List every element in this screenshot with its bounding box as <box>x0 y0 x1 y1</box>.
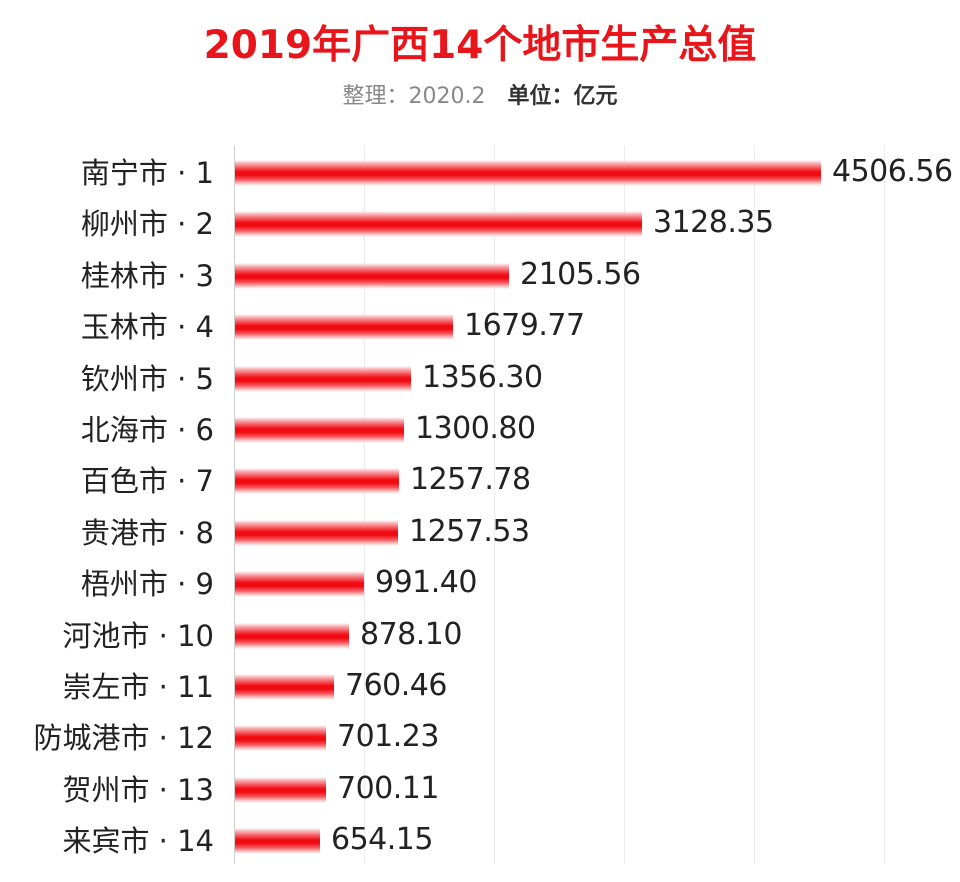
chart-subtitle: 整理：2020.2 单位：亿元 <box>0 78 960 110</box>
category-label: 崇左市 · 11 <box>62 670 214 704</box>
category-label: 来宾市 · 14 <box>62 824 214 859</box>
category-label: 桂林市 · 3 <box>80 258 214 293</box>
category-label: 玉林市 · 4 <box>80 310 214 345</box>
value-label: 1356.30 <box>422 359 543 395</box>
unit-label: 单位：亿元 <box>507 84 618 109</box>
bar <box>235 519 398 546</box>
value-label: 1257.53 <box>409 513 530 549</box>
bar <box>235 725 326 752</box>
value-label: 760.46 <box>345 668 447 703</box>
bar <box>235 468 399 495</box>
bar <box>235 828 320 855</box>
value-label: 1257.78 <box>410 462 531 498</box>
bar <box>235 571 364 598</box>
value-label: 2105.56 <box>520 256 641 292</box>
value-label: 701.23 <box>337 719 439 755</box>
category-label: 百色市 · 7 <box>80 464 214 499</box>
plot-area: 4506.56 3128.35 2105.56 1679.77 1356.30 1300.… <box>234 146 953 864</box>
compiled-date: 整理：2020.2 <box>342 84 486 109</box>
value-label: 654.15 <box>331 822 433 858</box>
bar <box>235 674 334 700</box>
bar <box>235 262 509 289</box>
value-label: 700.11 <box>337 770 439 806</box>
gridline <box>494 146 495 864</box>
gridline <box>884 146 885 864</box>
gridline <box>754 146 755 864</box>
gridline <box>624 146 625 864</box>
value-label: 991.40 <box>375 565 477 601</box>
value-label: 1679.77 <box>464 308 585 344</box>
category-label: 贺州市 · 13 <box>62 772 214 807</box>
category-label: 防城港市 · 12 <box>33 721 214 756</box>
value-label: 4506.56 <box>832 154 953 189</box>
value-label: 3128.35 <box>653 205 774 241</box>
bar <box>235 365 411 392</box>
category-label: 北海市 · 6 <box>80 413 214 447</box>
value-label: 878.10 <box>360 616 462 652</box>
bar <box>235 160 821 186</box>
category-label: 贵港市 · 8 <box>80 515 214 550</box>
bar <box>235 211 642 238</box>
y-axis-line <box>234 146 235 864</box>
bar <box>235 776 326 803</box>
bar <box>235 622 349 649</box>
category-label: 柳州市 · 2 <box>80 207 214 242</box>
category-label: 南宁市 · 1 <box>80 156 214 190</box>
category-label: 河池市 · 10 <box>62 618 214 653</box>
value-label: 1300.80 <box>415 411 536 446</box>
category-label: 梧州市 · 9 <box>80 567 214 602</box>
gridline <box>364 146 365 864</box>
bar <box>235 314 453 341</box>
chart-title: 2019年广西14个地市生产总值 <box>203 23 757 68</box>
bar <box>235 417 404 443</box>
category-label: 钦州市 · 5 <box>80 361 214 396</box>
